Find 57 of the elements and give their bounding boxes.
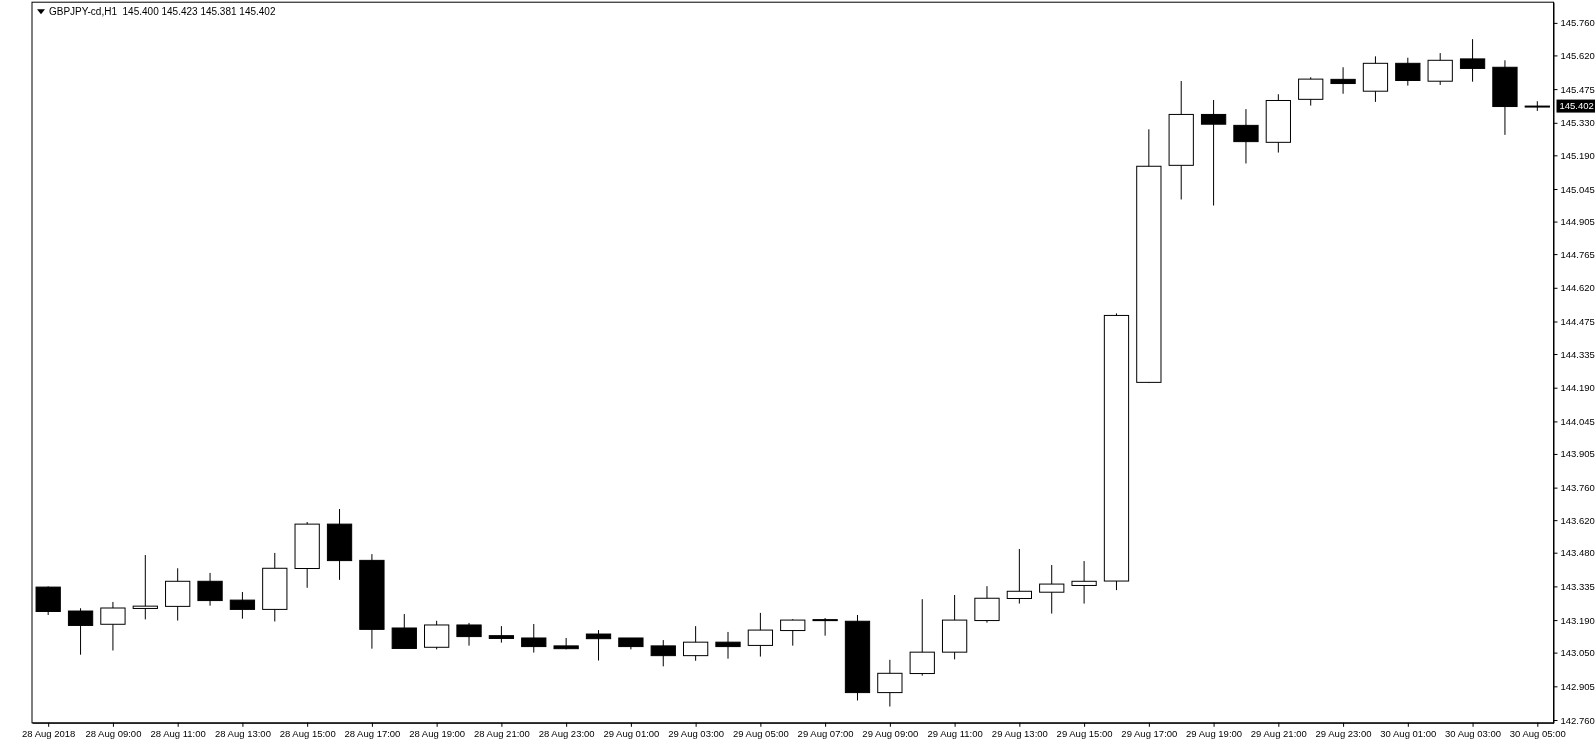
y-tick-label: 145.190 (1560, 149, 1595, 161)
x-tick-label: 29 Aug 11:00 (927, 727, 983, 739)
x-tick-label: 29 Aug 15:00 (1056, 727, 1113, 739)
y-tick-label: 144.620 (1560, 282, 1595, 294)
y-tick-label: 145.475 (1560, 83, 1595, 95)
y-tick-label: 144.045 (1560, 415, 1595, 427)
x-tick-label: 29 Aug 03:00 (668, 727, 725, 739)
candlestick (132, 554, 158, 620)
x-tick-label: 28 Aug 2018 (22, 727, 76, 739)
y-tick-label: 143.905 (1560, 448, 1595, 460)
x-tick-label: 28 Aug 21:00 (473, 727, 530, 739)
x-tick-label: 29 Aug 19:00 (1186, 727, 1243, 739)
candlestick (1330, 66, 1356, 95)
y-tick-label: 143.335 (1560, 580, 1595, 592)
candlestick (585, 629, 612, 662)
x-tick-label: 30 Aug 05:00 (1509, 727, 1566, 739)
x-tick-label: 28 Aug 15:00 (279, 727, 336, 739)
y-tick-label: 144.335 (1560, 348, 1595, 360)
chart-title: GBPJPY-cd,H1 145.400 145.423 145.381 145.402 (49, 6, 276, 18)
y-tick-label: 143.480 (1560, 547, 1595, 559)
y-tick-label: 145.330 (1560, 117, 1595, 129)
x-tick-label: 30 Aug 03:00 (1445, 727, 1502, 739)
candlestick (553, 637, 579, 650)
candlestick (1071, 560, 1097, 605)
candlestick (1006, 548, 1032, 605)
y-tick-label: 143.620 (1560, 514, 1595, 526)
x-tick-label: 29 Aug 09:00 (862, 727, 919, 739)
x-tick-label: 28 Aug 09:00 (85, 727, 142, 739)
y-tick-label: 142.760 (1560, 714, 1595, 726)
candlestick (812, 617, 838, 637)
x-tick-label: 29 Aug 07:00 (797, 727, 854, 739)
candlestick (715, 631, 741, 660)
y-tick-label: 144.190 (1560, 382, 1595, 394)
x-tick-label: 28 Aug 13:00 (214, 727, 271, 739)
annotation: 145.402 (1559, 100, 1594, 112)
x-tick-label: 28 Aug 19:00 (409, 727, 466, 739)
y-tick-label: 143.050 (1560, 647, 1595, 659)
y-tick-label: 143.190 (1560, 614, 1595, 626)
y-tick-label: 145.620 (1560, 49, 1595, 61)
y-tick-label: 143.760 (1560, 482, 1595, 494)
candlestick (1200, 99, 1227, 207)
y-tick-label: 144.905 (1560, 216, 1595, 228)
x-tick-label: 29 Aug 01:00 (603, 727, 660, 739)
x-tick-label: 28 Aug 11:00 (150, 727, 206, 739)
x-tick-label: 29 Aug 21:00 (1250, 727, 1307, 739)
x-tick-label: 29 Aug 17:00 (1121, 727, 1178, 739)
x-tick-label: 29 Aug 05:00 (732, 727, 789, 739)
y-tick-label: 145.760 (1560, 17, 1595, 29)
x-tick-label: 28 Aug 17:00 (344, 727, 401, 739)
y-tick-label: 145.045 (1560, 183, 1595, 195)
y-tick-label: 144.765 (1560, 248, 1595, 260)
x-tick-label: 29 Aug 23:00 (1315, 727, 1372, 739)
x-tick-label: 30 Aug 01:00 (1380, 727, 1437, 739)
y-tick-label: 142.905 (1560, 680, 1595, 692)
x-tick-label: 29 Aug 13:00 (991, 727, 1048, 739)
y-tick-label: 144.475 (1560, 316, 1595, 328)
x-tick-label: 28 Aug 23:00 (538, 727, 595, 739)
